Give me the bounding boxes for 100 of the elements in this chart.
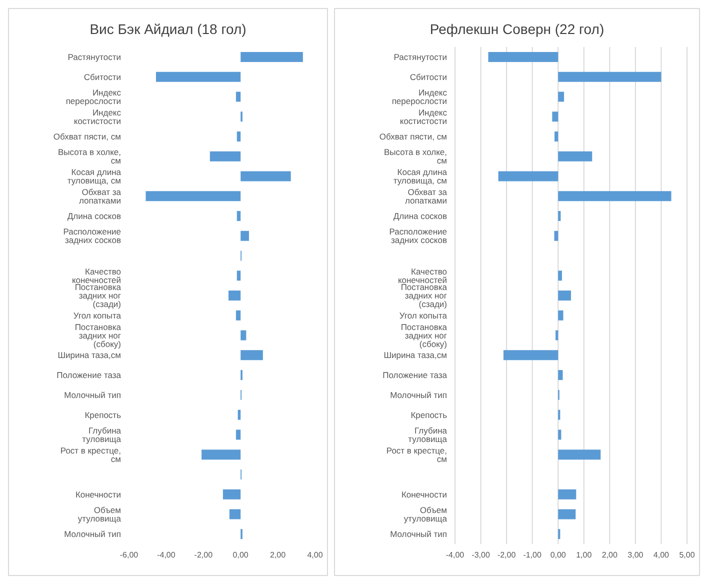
bar (558, 430, 562, 440)
y-tick-label: Сбитости (410, 72, 448, 82)
bar (202, 450, 241, 460)
y-tick-label: Постановка задних ног (сзади) (400, 282, 448, 310)
y-tick-label: Высота в холке, см (384, 147, 448, 166)
bar (236, 92, 241, 102)
y-tick-label: Крепость (410, 410, 448, 420)
y-tick-label: Длина сосков (393, 210, 448, 221)
y-tick-label: Растянутости (68, 52, 122, 62)
y-tick-label: Молочный тип (64, 390, 122, 400)
x-tick-label: 0,00 (550, 550, 566, 560)
y-tick-label: Индекс перерослости (392, 87, 448, 106)
y-tick-label: Молочный тип (390, 529, 448, 540)
y-tick-label: Сбитости (84, 72, 122, 82)
y-tick-label: Конечности (75, 489, 122, 500)
y-tick-label: Постановка задних ног (сбоку) (74, 322, 122, 349)
y-tick-label: Постановка задних ног (сзади) (74, 282, 122, 310)
bar (558, 270, 562, 281)
bar (229, 509, 241, 520)
y-tick-label: Обхват пясти, см (53, 131, 122, 142)
bar (558, 72, 662, 82)
y-tick-label: Расположение задних сосков (389, 226, 448, 246)
bar (554, 230, 558, 241)
bar (552, 112, 558, 122)
bar (558, 191, 672, 202)
bar (558, 211, 561, 222)
bar (558, 450, 601, 460)
y-tick-label: Рост в крестце, см (60, 445, 122, 464)
bar (556, 330, 558, 340)
x-tick-label: 5,00 (679, 550, 696, 560)
y-tick-label: Объем утуловища (404, 504, 448, 524)
x-tick-label: -4,00 (157, 550, 176, 560)
bar (558, 290, 571, 301)
bar (236, 430, 241, 440)
y-tick-label: Глубина туловища (82, 425, 122, 444)
bar (558, 509, 576, 520)
bar (558, 310, 564, 320)
x-tick-label: -2,00 (194, 550, 214, 560)
x-tick-label: 3,00 (628, 550, 644, 560)
y-tick-label: Высота в холке, см (58, 147, 122, 166)
y-tick-label: Обхват пясти, см (379, 131, 448, 142)
x-tick-label: 4,00 (307, 550, 324, 560)
y-tick-label: Угол копыта (73, 310, 122, 320)
bar (498, 171, 558, 182)
x-tick-label: 4,00 (653, 550, 670, 560)
bar (240, 52, 303, 62)
y-tick-label: Растянутости (394, 52, 448, 62)
x-tick-label: -3,00 (472, 550, 490, 560)
y-tick-label: Глубина туловища (408, 425, 448, 444)
bar (236, 131, 241, 142)
bar (236, 270, 241, 281)
y-tick-label: Конечности (401, 489, 448, 500)
x-tick-label: 0,00 (232, 550, 249, 560)
y-tick-label: Объем утуловища (78, 504, 122, 524)
x-tick-label: 2,00 (270, 550, 286, 560)
bar (558, 370, 563, 380)
bar (210, 151, 241, 162)
chart-title: Рефлекшн Соверн (22 гол) (428, 21, 606, 37)
bar (240, 330, 246, 340)
y-tick-label: Индекс костистости (400, 107, 448, 126)
y-tick-label: Косая длина туловища, см (67, 166, 122, 186)
y-tick-label: Ширина таза,см (58, 350, 122, 360)
bar (488, 52, 558, 62)
y-tick-label: Длина сосков (67, 210, 122, 221)
y-tick-label: Положение таза (56, 370, 122, 380)
bar (236, 211, 241, 222)
y-tick-label: Индекс костистости (74, 107, 122, 126)
bar (240, 171, 291, 182)
x-tick-label: 1,00 (576, 550, 592, 560)
bar (558, 92, 564, 102)
y-tick-label: Рост в крестце, см (386, 445, 448, 464)
bar (503, 350, 558, 360)
bar (228, 290, 241, 301)
bar (554, 131, 558, 142)
bar (240, 350, 263, 360)
y-tick-label: Косая длина туловища, см (393, 166, 448, 186)
chart-title: Вис Бэк Айдиал (18 гол) (88, 21, 248, 37)
y-tick-label: Качество конечностей (398, 266, 448, 285)
x-tick-label: -2,00 (497, 550, 516, 560)
bar (558, 489, 576, 500)
bar (558, 151, 592, 162)
x-tick-label: 2,00 (602, 550, 618, 560)
y-tick-label: Расположение задних сосков (63, 226, 122, 246)
y-tick-label: Молочный тип (64, 529, 122, 540)
y-tick-label: Обхват за лопатками (404, 186, 448, 206)
y-tick-label: Постановка задних ног (сбоку) (400, 322, 448, 349)
x-tick-label: -1,00 (523, 550, 542, 560)
y-tick-label: Крепость (84, 410, 122, 420)
y-tick-label: Качество конечностей (72, 266, 122, 285)
y-tick-label: Угол копыта (399, 310, 448, 320)
y-tick-label: Ширина таза,см (384, 350, 448, 360)
x-tick-label: -6,00 (120, 550, 139, 560)
y-tick-label: Молочный тип (390, 390, 448, 400)
y-tick-label: Положение таза (382, 370, 448, 380)
x-tick-label: -4,00 (446, 550, 465, 560)
bar (236, 310, 241, 320)
bar (240, 230, 249, 241)
y-tick-label: Обхват за лопатками (78, 186, 122, 206)
bar (146, 191, 241, 202)
bar (156, 72, 241, 82)
